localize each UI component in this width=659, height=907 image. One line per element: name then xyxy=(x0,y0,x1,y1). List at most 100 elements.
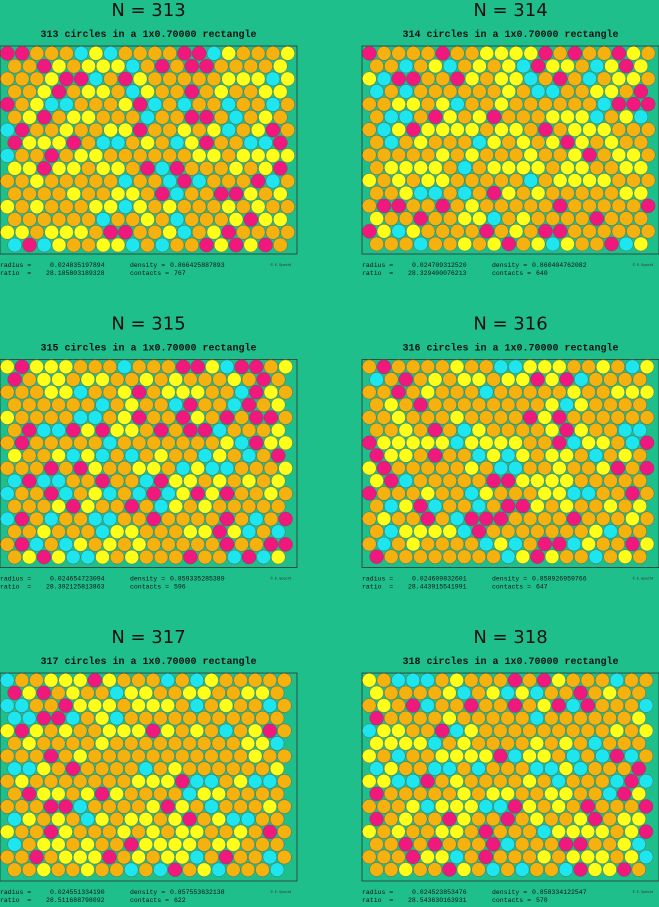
circle xyxy=(240,862,256,877)
density: 0.858334122547 xyxy=(532,889,587,896)
circle xyxy=(73,824,88,840)
density-label: density = xyxy=(492,262,527,269)
panel-title: N = 317 xyxy=(111,627,185,648)
circle xyxy=(478,723,494,738)
circle xyxy=(500,448,516,463)
circle xyxy=(522,384,538,400)
circle xyxy=(87,849,102,865)
circle xyxy=(369,811,384,827)
panel-subtitle: 313 circles in a 1x0.70000 rectangle xyxy=(40,29,256,41)
circle xyxy=(574,109,590,125)
circle xyxy=(269,710,285,726)
circle xyxy=(189,748,205,764)
circle xyxy=(376,511,392,526)
circle xyxy=(398,397,414,412)
circle xyxy=(256,499,271,514)
circle xyxy=(183,397,198,413)
circle xyxy=(227,473,242,489)
circle xyxy=(522,849,537,865)
circle xyxy=(169,161,185,176)
circle xyxy=(140,109,155,125)
circle xyxy=(391,410,406,425)
circle xyxy=(530,58,546,74)
circle xyxy=(456,862,472,877)
circle xyxy=(413,736,428,751)
circle xyxy=(369,498,384,514)
circle xyxy=(197,549,213,565)
circle xyxy=(226,862,241,877)
panel-title: N = 314 xyxy=(473,0,547,21)
circle xyxy=(596,224,612,239)
circle xyxy=(420,71,436,86)
circle xyxy=(227,372,242,387)
radius-label: radius = xyxy=(362,889,393,896)
circle xyxy=(116,698,132,713)
circle xyxy=(536,673,552,688)
circle xyxy=(391,774,406,789)
circle xyxy=(250,148,266,163)
circle xyxy=(162,46,177,61)
circle xyxy=(427,811,443,827)
circle xyxy=(87,384,103,400)
circle xyxy=(161,486,176,501)
circle xyxy=(530,422,545,438)
circle xyxy=(243,237,259,253)
circle xyxy=(573,761,588,776)
circle xyxy=(58,511,74,527)
circle xyxy=(472,211,487,226)
circle xyxy=(211,862,226,877)
circle xyxy=(219,384,235,400)
circle xyxy=(376,71,392,86)
density: 0.859335285389 xyxy=(170,576,225,583)
circle xyxy=(420,384,435,400)
circle xyxy=(544,736,559,751)
circle xyxy=(233,774,248,789)
circle xyxy=(611,122,627,137)
contacts-label: contacts = xyxy=(130,897,169,904)
circle xyxy=(169,212,185,227)
circle xyxy=(450,147,465,163)
circle xyxy=(369,135,384,150)
circle xyxy=(109,448,125,463)
circle xyxy=(256,549,271,565)
circle xyxy=(494,224,509,239)
circle xyxy=(588,524,604,539)
circle xyxy=(73,461,88,476)
circle xyxy=(250,71,266,87)
circle xyxy=(639,536,655,552)
circle xyxy=(234,384,249,400)
circle xyxy=(21,685,37,701)
circle xyxy=(522,723,537,738)
circle xyxy=(81,186,96,202)
circle xyxy=(587,862,603,877)
circle xyxy=(384,185,399,201)
circle xyxy=(228,212,244,227)
circle xyxy=(211,685,226,701)
circle xyxy=(161,410,176,425)
circle xyxy=(140,161,155,176)
circle xyxy=(435,536,450,552)
circle xyxy=(391,824,406,839)
circle xyxy=(457,498,472,514)
circle xyxy=(464,71,480,86)
circle xyxy=(227,423,242,438)
circle xyxy=(362,824,377,839)
circle xyxy=(154,186,170,202)
circle xyxy=(552,198,568,214)
circle xyxy=(109,423,125,438)
circle xyxy=(219,486,235,501)
circle xyxy=(530,524,545,539)
circle xyxy=(639,460,655,476)
circle xyxy=(603,372,618,387)
circle xyxy=(277,849,292,865)
circle xyxy=(420,673,435,688)
circle xyxy=(529,837,544,852)
circle xyxy=(81,135,96,151)
circle xyxy=(479,486,494,501)
circle xyxy=(94,786,110,802)
panel-subtitle: 314 circles in a 1x0.70000 rectangle xyxy=(402,29,618,41)
credit: © E. Specht xyxy=(270,890,292,894)
circle xyxy=(204,799,219,814)
circle xyxy=(589,160,605,175)
circle xyxy=(81,161,96,176)
